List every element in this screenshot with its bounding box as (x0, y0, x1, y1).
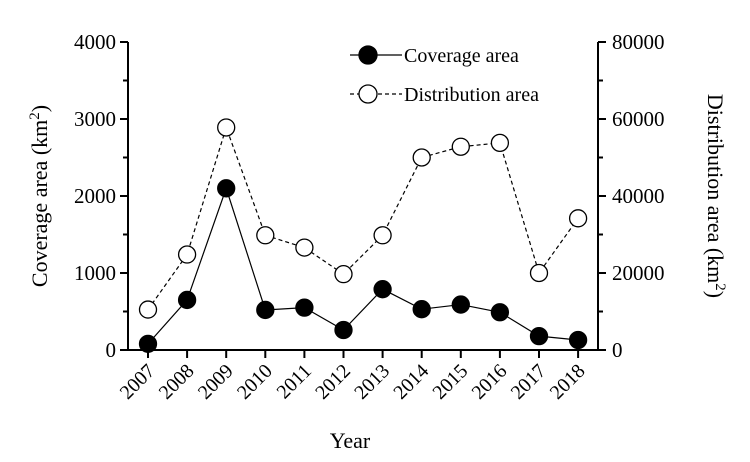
distribution-area-point (177, 245, 197, 264)
coverage-area-point (412, 300, 431, 319)
x-axis-tick-label: 2013 (350, 360, 394, 404)
distribution-area-point (138, 300, 158, 319)
legend-marker (358, 84, 378, 104)
right-axis-tick-label: 20000 (612, 261, 665, 285)
distribution-area-point (217, 118, 236, 137)
right-axis-tick-label: 40000 (612, 184, 665, 208)
distribution-area-point (256, 226, 275, 245)
distribution-area-line (147, 125, 579, 310)
x-axis-tick-label: 2014 (389, 360, 433, 404)
x-axis-tick-label: 2018 (546, 360, 590, 404)
left-axis-tick-label: 1000 (74, 261, 116, 285)
axis-titles-group: Year Coverage area (km2) Distribution area… (27, 94, 728, 453)
coverage-area-point (217, 179, 236, 198)
left-axis-tick-label: 3000 (74, 107, 116, 131)
legend-marker (358, 45, 378, 65)
distribution-area-point (295, 238, 314, 257)
x-axis-tick-label: 2009 (194, 360, 238, 404)
x-axis-tick-label: 2016 (468, 360, 512, 404)
x-axis-tick-label: 2011 (273, 360, 316, 403)
x-axis-tick-label: 2010 (233, 360, 277, 404)
right-axis-title: Distribution area (km2) (703, 94, 728, 298)
x-axis-tick-label: 2007 (116, 360, 160, 404)
distribution-area-point (490, 133, 510, 153)
distribution-area-point (529, 263, 549, 283)
distribution-area-point (568, 209, 588, 228)
right-axis-tick-label: 80000 (612, 30, 665, 54)
legend-label: Coverage area (404, 45, 519, 67)
distribution-area-point (373, 226, 392, 245)
right-axis-tick-label: 0 (612, 338, 623, 362)
x-axis-tick-label: 2012 (311, 360, 355, 404)
coverage-area-point (451, 295, 470, 314)
distribution-area-point (451, 137, 470, 156)
left-axis-tick-label: 2000 (74, 184, 116, 208)
right-axis-tick-label: 60000 (612, 107, 665, 131)
left-axis-tick-label: 0 (106, 338, 117, 362)
distribution-area-point (334, 265, 353, 284)
coverage-area-point (373, 280, 392, 299)
legend: Coverage area Distribution area (350, 45, 539, 106)
left-axis-title: Coverage area (km2) (27, 105, 52, 287)
coverage-area-line (147, 186, 579, 345)
distribution-area-point (412, 148, 431, 167)
coverage-area-point (256, 300, 275, 320)
coverage-area-point (295, 298, 314, 317)
series-lines-group (147, 125, 579, 345)
coverage-area-point (177, 290, 197, 310)
coverage-area-point (568, 330, 588, 350)
x-axis-tick-label: 2017 (507, 360, 551, 404)
x-axis-title: Year (330, 428, 371, 453)
coverage-area-point (334, 320, 353, 340)
legend-label: Distribution area (404, 84, 539, 106)
series-markers-group (138, 118, 588, 353)
left-axis-tick-label: 4000 (74, 30, 116, 54)
coverage-area-point (138, 334, 158, 353)
x-axis-tick-label: 2008 (155, 360, 199, 404)
coverage-area-point (529, 326, 549, 346)
coverage-area-point (490, 303, 510, 322)
x-axis-tick-label: 2015 (428, 360, 472, 404)
